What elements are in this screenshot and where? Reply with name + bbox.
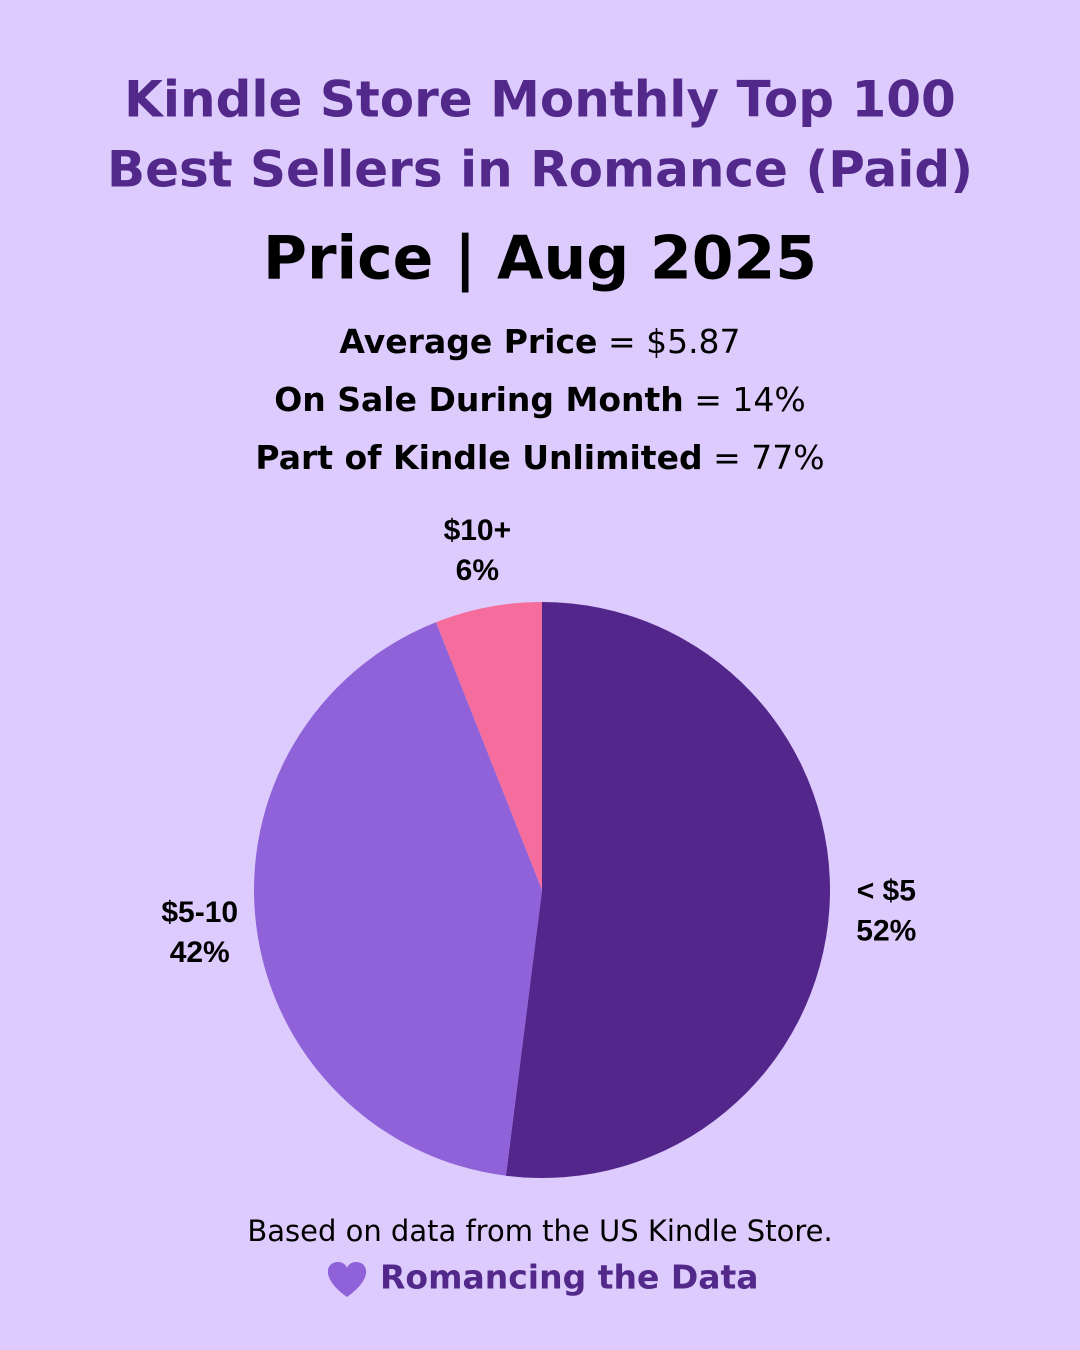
footer: Based on data from the US Kindle Store. — [247, 1214, 832, 1248]
credit: Romancing the Data — [380, 1258, 759, 1297]
stat-label: On Sale During Month — [274, 380, 684, 419]
stat-label: Average Price — [339, 322, 597, 361]
heart-icon — [327, 1262, 367, 1297]
stat-label: Part of Kindle Unlimited — [255, 438, 702, 477]
chart-title: Best Sellers in Romance (Paid) — [107, 141, 973, 199]
chart-subtitle: Price | Aug 2025 — [263, 224, 817, 294]
slice-category: $10+ — [444, 514, 512, 547]
stat-line: On Sale During Month = 14% — [274, 380, 806, 419]
slice-value-label: 6% — [456, 554, 499, 587]
stat-value: = 77% — [713, 438, 825, 477]
slice-category: $5-10 — [161, 896, 238, 929]
stat-line: Part of Kindle Unlimited = 77% — [255, 438, 824, 477]
stat-value: = $5.87 — [608, 322, 741, 361]
chart-title: Kindle Store Monthly Top 100 — [124, 71, 956, 129]
pie-slice — [254, 622, 542, 1176]
slice-value-label: 42% — [170, 936, 230, 969]
stat-value: = 14% — [694, 380, 806, 419]
slice-category: < $5 — [857, 875, 916, 908]
pie-slice — [505, 602, 831, 1178]
slice-value-label: 52% — [856, 915, 916, 948]
pie-slice — [435, 602, 542, 890]
stat-line: Average Price = $5.87 — [339, 322, 740, 361]
